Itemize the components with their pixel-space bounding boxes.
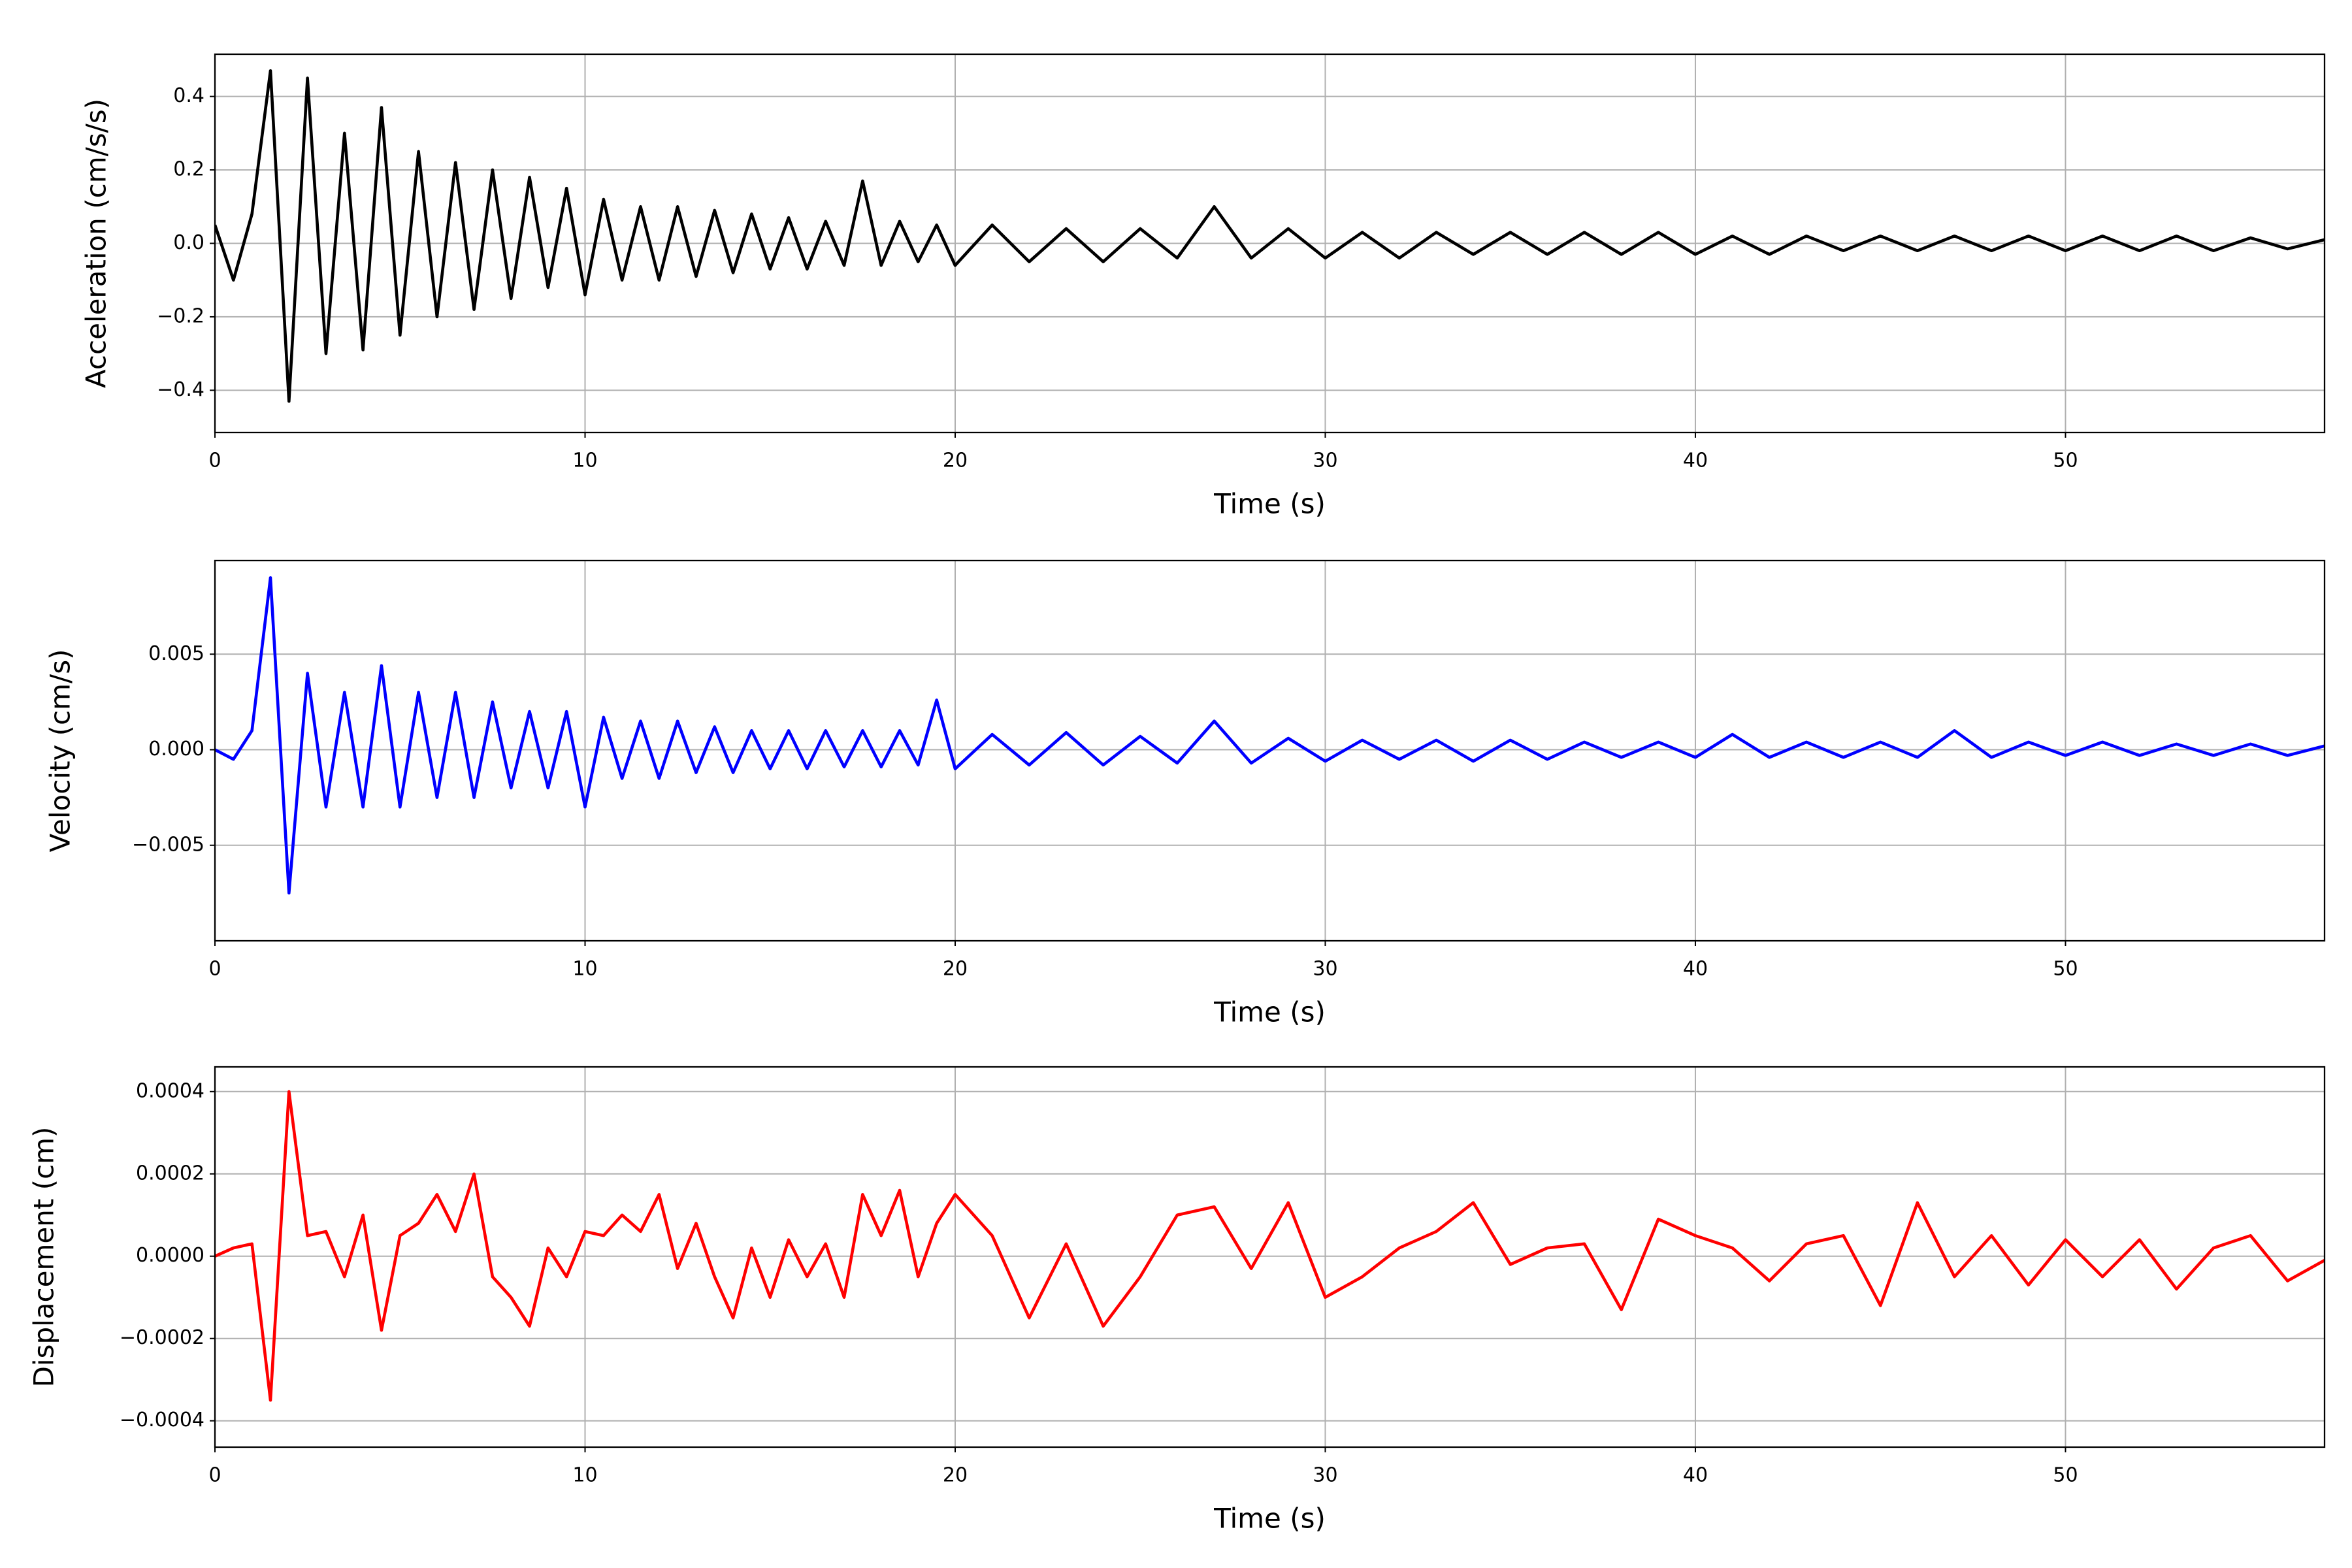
y-tick-label: 0.0004	[136, 1079, 204, 1102]
data-line	[215, 1090, 2325, 1402]
y-tick-label: 0.0	[173, 231, 204, 254]
x-tick-label: 40	[1683, 958, 1708, 981]
x-tick-label: 30	[1313, 958, 1337, 981]
y-tick-label: −0.0002	[120, 1326, 204, 1349]
x-tick-label: 40	[1683, 449, 1708, 472]
y-tick-label: 0.000	[148, 738, 204, 760]
x-tick-label: 40	[1683, 1464, 1708, 1487]
y-tick-label: −0.2	[157, 304, 204, 327]
x-tick-label: 0	[208, 958, 221, 981]
subplot: 0 10 20 30 40 50 −0.005 0.000 0.005 Time (s) Veloc…	[44, 559, 2326, 1028]
y-tick-label: 0.005	[148, 642, 204, 665]
x-tick-label: 50	[2053, 1464, 2078, 1487]
y-tick-label: −0.005	[132, 833, 204, 856]
y-axis-label: Velocity (cm/s)	[44, 649, 76, 853]
y-tick-label: −0.0004	[120, 1409, 204, 1431]
x-tick-label: 20	[943, 958, 968, 981]
x-tick-label: 10	[572, 449, 597, 472]
x-tick-label: 10	[572, 958, 597, 981]
axes-frame	[214, 559, 2326, 942]
axes-frame	[214, 53, 2326, 434]
x-axis-label: Time (s)	[1213, 1503, 1326, 1535]
x-axis-label: Time (s)	[1213, 488, 1326, 520]
data-line	[215, 69, 2325, 403]
x-tick-label: 10	[572, 1464, 597, 1487]
x-tick-label: 0	[208, 1464, 221, 1487]
y-tick-label: 0.0002	[136, 1162, 204, 1184]
data-line	[215, 576, 2325, 895]
x-axis-label: Time (s)	[1213, 996, 1326, 1028]
subplot: 0 10 20 30 40 50 −0.0004 −0.0002 0.0000 0.0002 0.0…	[28, 1066, 2326, 1535]
x-tick-label: 30	[1313, 449, 1337, 472]
plot-area	[215, 576, 2325, 895]
x-tick-label: 30	[1313, 1464, 1337, 1487]
x-tick-label: 20	[943, 449, 968, 472]
y-axis-label: Displacement (cm)	[28, 1127, 60, 1388]
axes-frame	[214, 1066, 2326, 1448]
y-tick-label: 0.2	[173, 158, 204, 181]
x-tick-label: 50	[2053, 958, 2078, 981]
plot-area	[215, 1090, 2325, 1402]
y-tick-label: 0.4	[173, 84, 204, 107]
x-tick-label: 0	[208, 449, 221, 472]
subplot: 0 10 20 30 40 50 −0.4 −0.2 0.0 0.2 0.4 Time (s) Acce…	[80, 53, 2326, 520]
y-axis-label: Acceleration (cm/s/s)	[80, 99, 112, 388]
x-tick-label: 50	[2053, 449, 2078, 472]
y-tick-label: 0.0000	[136, 1244, 204, 1267]
plot-area	[215, 69, 2325, 403]
y-tick-label: −0.4	[157, 378, 204, 401]
x-tick-label: 20	[943, 1464, 968, 1487]
